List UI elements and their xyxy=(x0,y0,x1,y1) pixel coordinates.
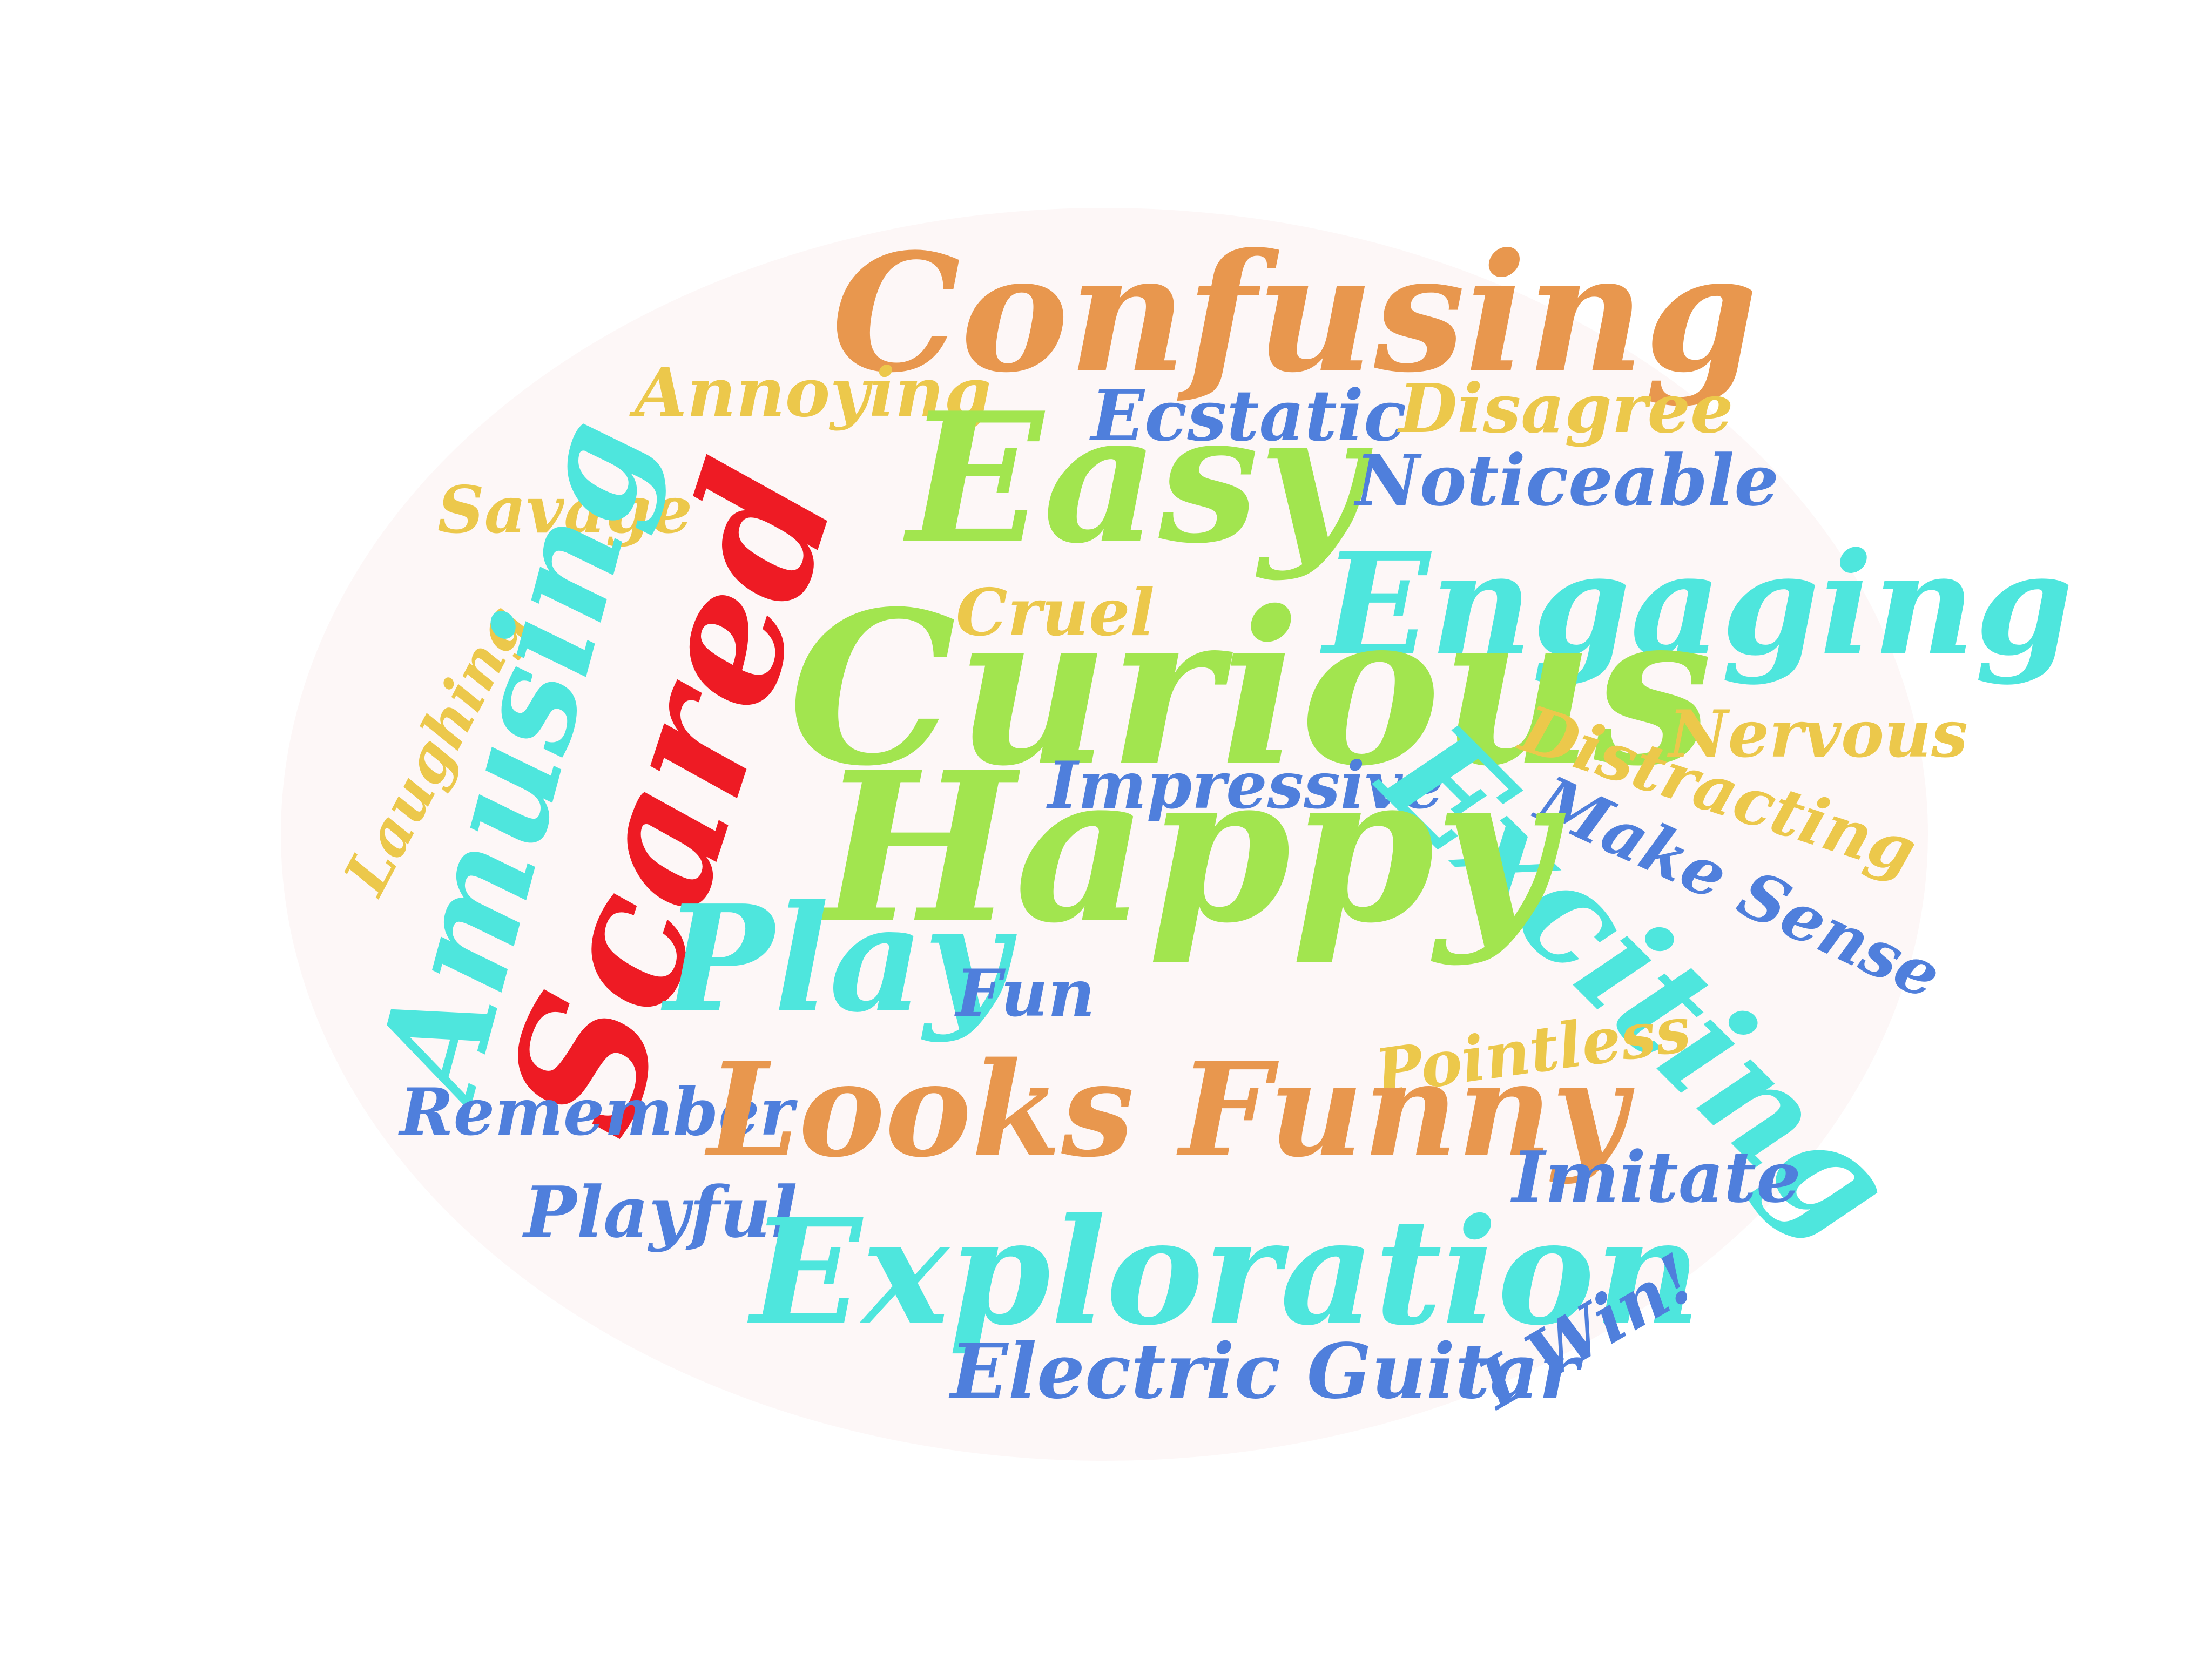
word-savage: Savage xyxy=(437,472,693,548)
word-impressive: Impressive xyxy=(1048,747,1444,824)
word-cruel: Cruel xyxy=(956,575,1155,651)
word-easy: Easy xyxy=(907,373,1363,583)
word-exploration: Exploration xyxy=(751,1186,1701,1358)
word-fun: Fun xyxy=(956,955,1095,1031)
word-happy: Happy xyxy=(821,727,1554,968)
word-imitate: Imitate xyxy=(1512,1136,1801,1218)
oval-background xyxy=(281,208,1928,1461)
word-ecstatic: Ecstatic xyxy=(1091,374,1407,457)
word-confusing: Confusing xyxy=(832,218,1758,408)
word-playful: Playful xyxy=(524,1171,798,1253)
word-disagree: Disagree xyxy=(1399,369,1734,448)
word-remember: Remember xyxy=(400,1074,794,1150)
word-looks-funny: Looks Funny xyxy=(707,1034,1627,1186)
word-curious: Curious xyxy=(788,565,1712,812)
word-annoying: Annoying xyxy=(635,353,992,432)
word-noticeable: Noticeable xyxy=(1355,439,1779,522)
word-nervous: Nervous xyxy=(1669,696,1968,772)
word-engaging: Engaging xyxy=(1323,522,2073,687)
word-play: Play xyxy=(664,873,1009,1044)
word-electric-guitar: Electric Guitar xyxy=(950,1327,1579,1416)
